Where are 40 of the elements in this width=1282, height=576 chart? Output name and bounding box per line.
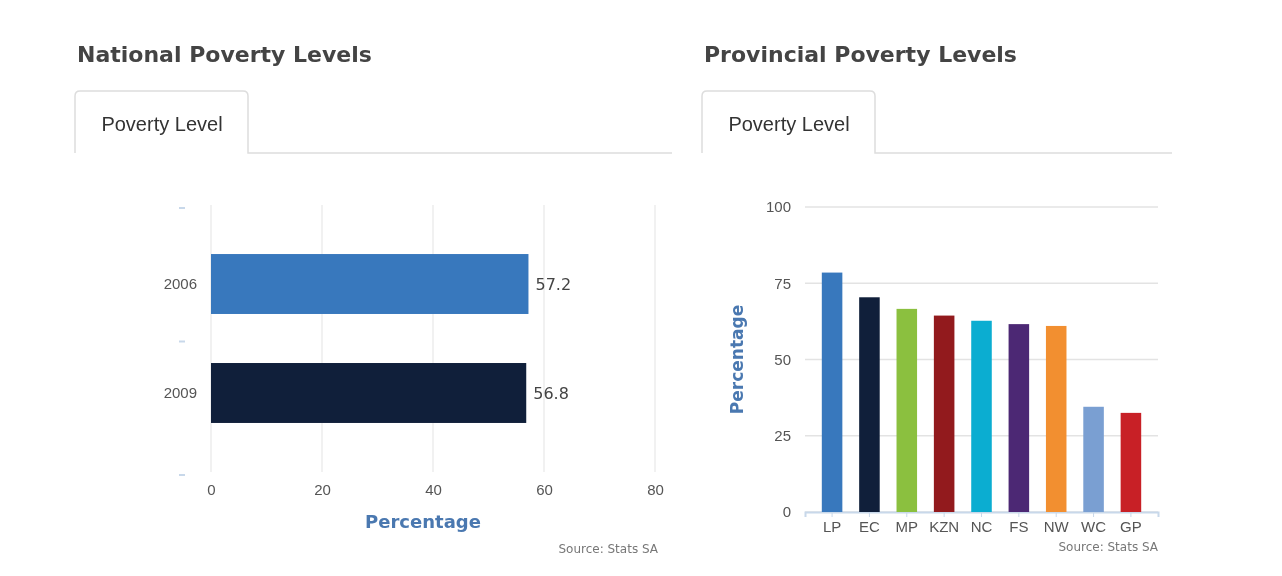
- bar: [821, 272, 843, 512]
- chart-title: National Poverty Levels: [77, 42, 372, 67]
- data-label: 56.8: [533, 383, 569, 403]
- x-tick-label: NC: [970, 517, 993, 535]
- bar: [896, 308, 918, 512]
- bar: [859, 297, 880, 512]
- bar: [1083, 406, 1104, 512]
- x-axis-title: Percentage: [365, 511, 481, 532]
- y-tick-label: 2009: [163, 383, 197, 401]
- x-tick-label: MP: [895, 517, 919, 535]
- source-note: Source: Stats SA: [558, 542, 659, 556]
- data-label: 57.2: [535, 275, 572, 295]
- x-tick-label: 20: [314, 480, 331, 498]
- y-tick-label: 75: [774, 274, 791, 292]
- y-axis-title: Percentage: [727, 304, 747, 415]
- y-tick-label: 50: [774, 350, 791, 368]
- x-tick-label: EC: [859, 517, 881, 535]
- bar: [971, 320, 992, 512]
- chart-subtitle: Poverty Level: [728, 113, 850, 135]
- x-tick-label: 60: [536, 480, 553, 498]
- y-tick-label: 2006: [163, 274, 197, 292]
- bar: [1008, 324, 1030, 512]
- bar: [1045, 325, 1067, 512]
- chart-title: Provincial Poverty Levels: [704, 42, 1017, 67]
- x-tick-label: 40: [425, 480, 442, 498]
- x-tick-label: WC: [1081, 517, 1107, 535]
- bar: [1120, 412, 1142, 512]
- source-note: Source: Stats SA: [1058, 540, 1159, 554]
- x-tick-label: FS: [1009, 517, 1029, 535]
- x-tick-label: NW: [1043, 517, 1070, 535]
- x-tick-label: GP: [1120, 517, 1142, 535]
- y-tick-label: 0: [782, 503, 791, 521]
- y-tick-label: 25: [774, 427, 791, 445]
- bar: [933, 315, 955, 512]
- x-tick-label: 80: [647, 480, 664, 498]
- y-tick-label: 100: [765, 198, 791, 216]
- x-tick-label: LP: [822, 517, 842, 535]
- x-tick-label: 0: [207, 480, 216, 498]
- x-tick-label: KZN: [929, 517, 960, 535]
- chart-subtitle: Poverty Level: [101, 113, 223, 135]
